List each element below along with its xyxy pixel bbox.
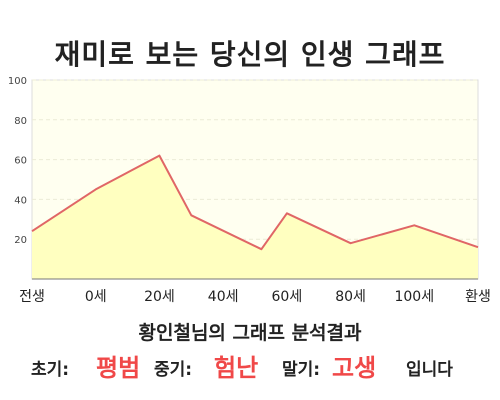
y-tick-label: 40 — [14, 195, 27, 206]
y-tick-label: 60 — [14, 156, 27, 167]
x-tick-label: 40세 — [208, 289, 239, 305]
early-value: 평범 — [96, 354, 141, 382]
middle-value: 험난 — [214, 354, 259, 382]
series-line — [31, 154, 479, 251]
x-tick-label: 20세 — [144, 289, 175, 305]
early-label: 초기: — [31, 360, 70, 380]
x-tick-label: 0세 — [85, 289, 107, 305]
y-tick-label: 20 — [14, 235, 27, 246]
y-tick-label: 80 — [14, 116, 27, 127]
x-tick-label: 80세 — [335, 289, 366, 305]
x-tick-label: 100세 — [394, 289, 434, 305]
x-axis-ticks: 전생 0세 20세 40세 60세 80세 100세 환생 — [19, 289, 491, 305]
late-value: 고생 — [332, 354, 377, 382]
x-tick-label: 60세 — [272, 289, 303, 305]
chart-title: 재미로 보는 당신의 인생 그래프 — [54, 38, 446, 71]
middle-label: 중기: — [154, 360, 193, 380]
x-tick-label: 환생 — [465, 289, 491, 305]
late-label: 말기: — [282, 360, 321, 380]
result-suffix: 입니다 — [406, 360, 453, 380]
analysis-heading: 황인철님의 그래프 분석결과 — [138, 322, 362, 344]
x-tick-label: 전생 — [19, 289, 45, 305]
y-tick-label: 100 — [8, 76, 27, 87]
area-fill — [32, 155, 478, 279]
y-axis-ticks: 20 40 60 80 100 — [8, 76, 27, 246]
